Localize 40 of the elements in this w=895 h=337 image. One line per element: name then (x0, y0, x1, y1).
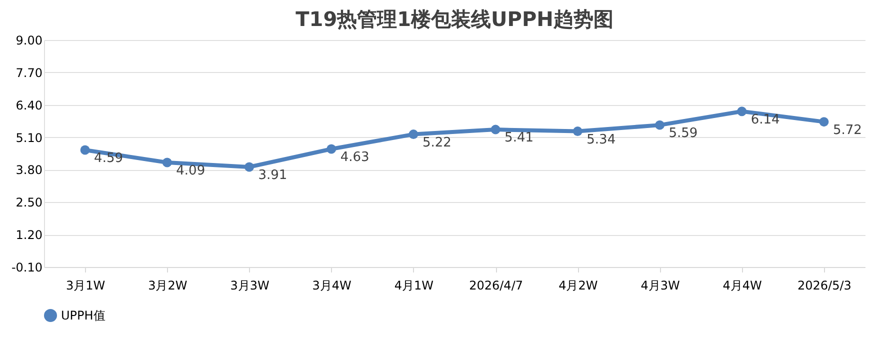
point (162, 158, 172, 168)
point (490, 124, 500, 134)
data-label: 5.22 (422, 135, 452, 150)
y-tick-label: 3.80 (16, 163, 42, 178)
point (737, 106, 747, 116)
data-label: 4.59 (94, 151, 124, 166)
x-tick-label: 4月2W (558, 278, 598, 292)
y-tick-label: 7.70 (16, 66, 42, 80)
y-tick-label: 6.40 (16, 98, 42, 112)
data-label: 5.59 (668, 126, 698, 142)
x-tick-label: 3月3W (230, 278, 270, 292)
y-tick-label: -0.10 (11, 260, 42, 274)
legend-label: UPPH值 (61, 308, 106, 322)
point (244, 162, 254, 172)
point (80, 145, 90, 155)
point (572, 126, 582, 136)
point (819, 117, 829, 127)
y-tick-label: 9.00 (16, 34, 42, 48)
x-tick-label: 3月1W (66, 278, 106, 292)
x-tick-label: 4月4W (722, 278, 762, 292)
data-label: 6.14 (750, 112, 780, 128)
x-tick-label: 3月4W (312, 278, 352, 292)
data-label: 3.91 (258, 168, 288, 183)
point (408, 130, 418, 140)
y-tick-label: 2.50 (16, 196, 42, 210)
x-tick-label: 4月1W (394, 278, 434, 292)
y-tick-label: 5.10 (16, 130, 42, 145)
data-label: 5.41 (504, 130, 534, 146)
y-tick-label: 1.20 (16, 228, 42, 242)
data-label: 5.72 (832, 122, 862, 138)
x-tick-label: 2026/4/7 (469, 278, 524, 292)
data-label: 4.63 (340, 150, 370, 166)
point (326, 144, 336, 154)
data-label: 5.34 (586, 132, 616, 148)
data-label: 4.09 (176, 163, 206, 178)
point (655, 120, 664, 130)
x-tick-label: 3月2W (148, 278, 188, 292)
chart-title: T19热管理1楼包装线UPPH趋势图 (296, 7, 614, 31)
x-tick-label: 4月3W (640, 278, 680, 292)
x-tick-label: 2026/5/3 (797, 278, 852, 292)
